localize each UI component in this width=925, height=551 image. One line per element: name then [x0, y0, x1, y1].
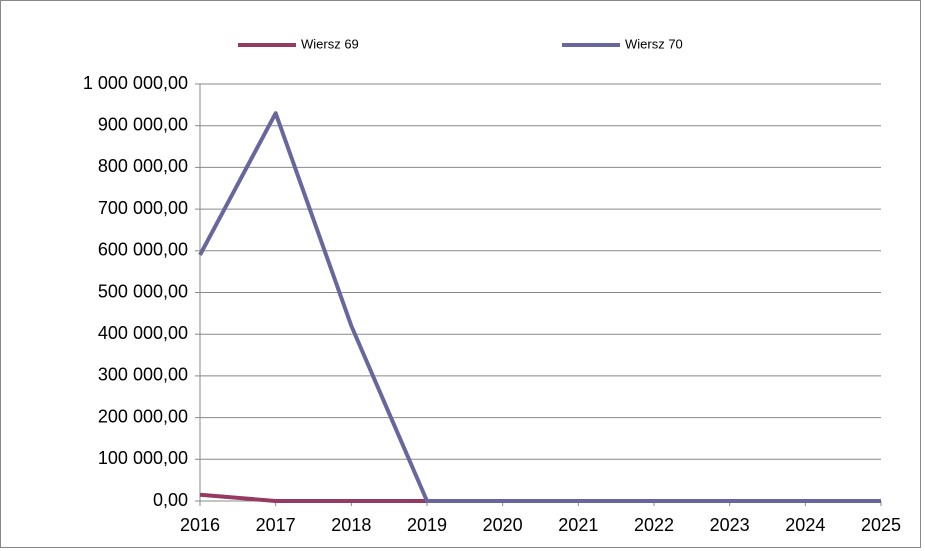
y-tick-label: 400 000,00 — [98, 323, 188, 343]
legend-label: Wiersz 69 — [301, 36, 359, 51]
x-tick-label: 2021 — [558, 515, 598, 535]
x-tick-label: 2023 — [710, 515, 750, 535]
x-tick-label: 2017 — [256, 515, 296, 535]
y-tick-label: 300 000,00 — [98, 365, 188, 385]
y-tick-label: 200 000,00 — [98, 406, 188, 426]
x-tick-label: 2022 — [634, 515, 674, 535]
y-tick-label: 700 000,00 — [98, 198, 188, 218]
y-tick-label: 600 000,00 — [98, 240, 188, 260]
x-tick-label: 2020 — [483, 515, 523, 535]
x-tick-label: 2025 — [861, 515, 901, 535]
y-tick-label: 1 000 000,00 — [83, 73, 188, 93]
x-tick-label: 2019 — [407, 515, 447, 535]
x-tick-label: 2024 — [785, 515, 825, 535]
x-tick-label: 2018 — [331, 515, 371, 535]
y-tick-label: 500 000,00 — [98, 281, 188, 301]
y-tick-label: 0,00 — [153, 490, 188, 510]
y-tick-label: 900 000,00 — [98, 114, 188, 134]
y-tick-label: 800 000,00 — [98, 156, 188, 176]
legend-label: Wiersz 70 — [625, 36, 683, 51]
y-tick-label: 100 000,00 — [98, 448, 188, 468]
x-tick-label: 2016 — [180, 515, 220, 535]
series-line — [198, 111, 881, 503]
